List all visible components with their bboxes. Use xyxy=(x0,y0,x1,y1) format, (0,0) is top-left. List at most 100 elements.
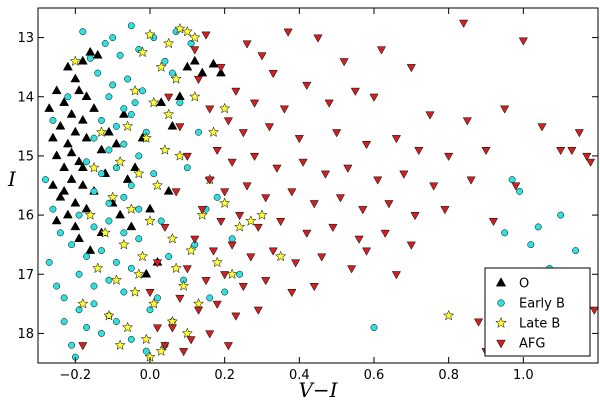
data-point xyxy=(361,247,372,256)
data-point xyxy=(118,238,130,250)
data-point xyxy=(129,286,141,297)
data-point xyxy=(268,70,278,79)
data-point xyxy=(133,167,145,179)
data-point xyxy=(201,277,211,286)
data-point xyxy=(98,116,105,124)
data-point xyxy=(155,61,167,72)
data-point xyxy=(227,158,237,167)
y-tick-label: 15 xyxy=(17,149,34,164)
data-point xyxy=(165,253,173,260)
data-point xyxy=(391,135,401,144)
data-point xyxy=(105,199,113,207)
data-point xyxy=(481,146,491,156)
data-point xyxy=(208,247,219,256)
legend-label: O xyxy=(519,277,529,292)
data-point xyxy=(144,28,156,40)
series-o xyxy=(44,46,226,278)
data-point xyxy=(183,164,191,172)
data-point xyxy=(159,144,171,155)
data-point xyxy=(163,37,175,49)
data-point xyxy=(142,347,150,355)
data-point xyxy=(197,206,207,215)
data-point xyxy=(139,87,146,95)
legend-item: O xyxy=(495,277,529,292)
data-point xyxy=(140,333,152,345)
data-point xyxy=(150,170,158,178)
data-point xyxy=(370,324,378,331)
data-point xyxy=(339,58,349,67)
data-point xyxy=(109,81,117,89)
data-point xyxy=(59,97,70,106)
data-point xyxy=(236,270,244,278)
data-point xyxy=(261,194,271,203)
data-point xyxy=(70,126,81,136)
data-point xyxy=(164,93,174,102)
data-point xyxy=(81,203,92,213)
data-point xyxy=(170,73,182,84)
data-point xyxy=(195,128,202,136)
data-point xyxy=(105,146,113,154)
data-point xyxy=(206,294,214,302)
x-tick-label: 0.0 xyxy=(140,368,161,383)
data-point xyxy=(83,324,90,331)
data-point xyxy=(347,265,357,274)
data-point xyxy=(135,235,143,243)
legend-label: Early B xyxy=(519,297,565,312)
data-point xyxy=(140,132,152,143)
data-point xyxy=(88,161,100,173)
data-point xyxy=(500,105,510,114)
data-point xyxy=(220,188,230,197)
data-point xyxy=(231,312,241,321)
data-point xyxy=(175,294,185,304)
data-point xyxy=(44,103,55,112)
data-point xyxy=(238,283,248,292)
data-point xyxy=(332,129,342,138)
data-point xyxy=(174,22,186,34)
data-point xyxy=(115,209,126,219)
data-point xyxy=(83,253,90,260)
data-point xyxy=(127,264,135,272)
data-point xyxy=(111,138,122,148)
data-point xyxy=(120,229,128,237)
data-point xyxy=(156,97,167,106)
data-point xyxy=(90,134,98,142)
x-tick-label: −0.2 xyxy=(60,368,92,383)
data-point xyxy=(127,182,135,189)
data-point xyxy=(109,34,117,42)
y-tick-label: 13 xyxy=(17,31,34,46)
legend-marker xyxy=(496,339,506,349)
data-point xyxy=(227,241,237,250)
data-point xyxy=(220,271,230,280)
data-point xyxy=(216,217,226,227)
data-point xyxy=(534,223,542,231)
data-point xyxy=(66,174,77,183)
data-point xyxy=(151,179,164,191)
data-point xyxy=(94,69,102,77)
data-point xyxy=(406,241,416,250)
legend-label: Late B xyxy=(519,317,560,332)
data-point xyxy=(302,81,312,91)
data-point xyxy=(121,321,134,333)
data-point xyxy=(51,150,62,160)
data-point xyxy=(585,158,596,167)
data-point xyxy=(391,271,401,280)
data-point xyxy=(55,120,66,130)
y-tick-label: 17 xyxy=(17,268,34,283)
x-tick-label: 0.2 xyxy=(214,368,235,383)
data-point xyxy=(152,324,163,333)
data-point xyxy=(298,158,308,167)
data-point xyxy=(75,211,83,219)
data-point xyxy=(246,253,256,262)
data-point xyxy=(136,46,149,58)
data-point xyxy=(190,235,200,244)
data-point xyxy=(120,193,128,201)
data-point xyxy=(60,318,68,326)
data-point xyxy=(75,270,83,278)
data-point xyxy=(175,123,185,132)
data-point xyxy=(74,85,84,95)
data-point xyxy=(112,164,120,172)
data-point xyxy=(90,187,98,195)
data-point xyxy=(77,179,88,189)
plot-frame xyxy=(37,7,599,364)
